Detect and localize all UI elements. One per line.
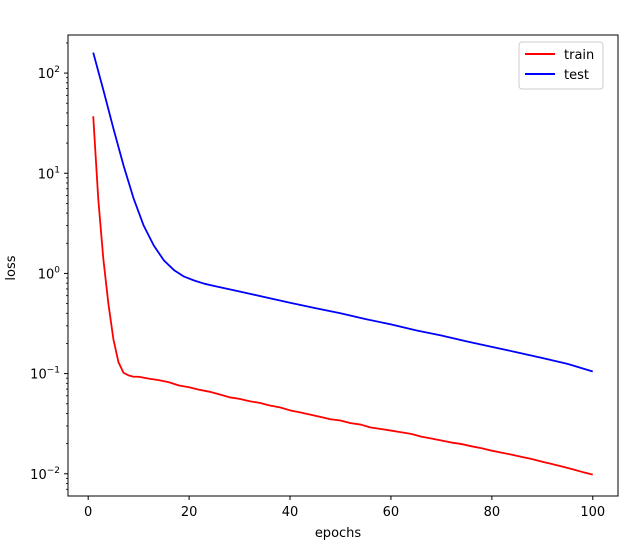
y-axis-ticks: 10−2 10−1 100 101 102 (30, 42, 68, 490)
x-axis-label: epochs (315, 526, 362, 541)
x-tick-label: 80 (484, 505, 501, 520)
y-tick-label: 100 (38, 265, 61, 282)
legend-test-label: test (564, 68, 589, 83)
series-layer (92, 52, 594, 476)
y-tick-label: 102 (38, 65, 60, 82)
series-line-train (92, 116, 593, 476)
legend: train test (518, 41, 604, 90)
y-axis-label: loss (4, 255, 19, 280)
y-tick-label: 10−1 (30, 366, 60, 383)
x-tick-label: 0 (84, 505, 92, 520)
plot-frame (67, 34, 619, 497)
x-axis-ticks: 0 20 40 60 80 100 (84, 496, 605, 520)
x-tick-label: 20 (181, 505, 198, 520)
x-tick-label: 100 (580, 505, 605, 520)
x-tick-label: 40 (282, 505, 299, 520)
y-tick-label: 101 (38, 165, 60, 182)
legend-train-label: train (564, 48, 594, 63)
series-line-test (92, 52, 594, 373)
y-tick-label: 10−2 (30, 466, 60, 483)
x-tick-label: 60 (383, 505, 400, 520)
